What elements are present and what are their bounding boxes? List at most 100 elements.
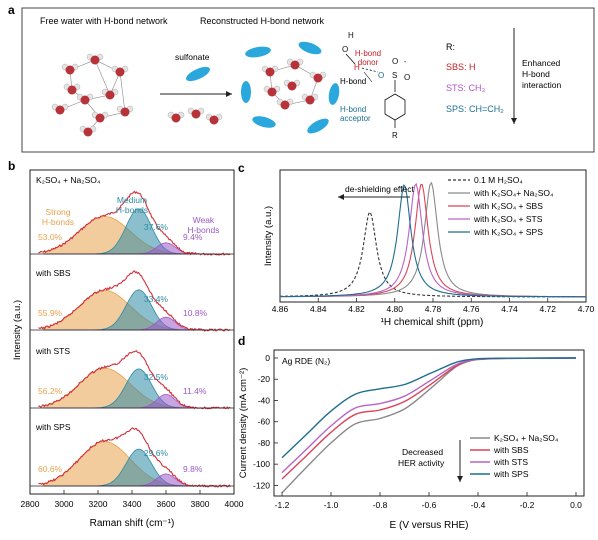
subplot-name: with SPS <box>35 422 71 432</box>
svg-text:S: S <box>392 71 397 80</box>
hbond-donor-line1: H-bond <box>355 49 381 58</box>
deshielding-label: de-shielding effect <box>345 184 414 194</box>
panel-d-label: d <box>238 334 245 348</box>
panel-c-legend: 0.1 M H₂SO₄ with K₂SO₄+ Na₂SO₄ with K₂SO₄ … <box>448 175 554 237</box>
her-curve <box>281 357 577 459</box>
sbs-label: SBS: H <box>446 62 476 72</box>
medium-percent: 29.6% <box>144 448 169 458</box>
x-tick-label: 2800 <box>21 499 40 509</box>
x-tick-label: -0.6 <box>422 500 437 510</box>
sulfonate-structure: H-bond donor H O H H-bond O S O - O R H-b… <box>340 31 410 140</box>
y-tick-label: -40 <box>258 395 271 405</box>
oxygen-atom <box>305 95 315 105</box>
reconstructed-cluster <box>241 41 340 134</box>
x-tick-label: 4.84 <box>310 304 327 314</box>
oxygen-atom <box>67 85 77 95</box>
nmr-peak-line <box>280 184 586 298</box>
x-tick-label: -1.0 <box>324 500 339 510</box>
oxygen-atom <box>280 100 290 110</box>
medium-percent: 33.4% <box>144 294 169 304</box>
weak-percent: 9.8% <box>183 464 203 474</box>
legend-label: with K₂SO₄ + SPS <box>473 227 543 237</box>
x-tick-label: 4000 <box>225 499 244 509</box>
weak-percent: 11.4% <box>183 386 207 396</box>
oxygen-atom <box>95 113 105 123</box>
oxygen-atom <box>120 107 130 117</box>
oxygen-atom <box>83 127 93 137</box>
svg-text:-: - <box>404 59 407 66</box>
panel-b-xlabel: Raman shift (cm⁻¹) <box>90 518 175 529</box>
x-tick-label: 3400 <box>123 499 142 509</box>
oxygen-atom <box>105 90 115 100</box>
raman-spectrum-line <box>38 270 231 332</box>
hbond-donor-label: H-bond donor <box>355 49 381 67</box>
enhanced-label: Enhanced H-bond interaction <box>522 58 561 90</box>
sts-label: STS: CH₃ <box>446 83 486 93</box>
x-tick-label: 3000 <box>55 499 74 509</box>
svg-text:H: H <box>348 31 354 40</box>
sps-label: SPS: CH=CH₂ <box>446 104 504 114</box>
x-tick-label: 4.80 <box>386 304 403 314</box>
weak-percent: 9.4% <box>183 232 203 242</box>
strong-hbonds-label: Strong H-bonds <box>42 207 74 227</box>
panel-c-label: c <box>238 161 245 175</box>
x-tick-label: -1.2 <box>275 500 290 510</box>
y-tick-label: 0 <box>265 353 270 363</box>
svg-text:H: H <box>354 63 360 72</box>
x-tick-label: 4.72 <box>539 304 556 314</box>
nmr-peak-line <box>280 211 586 298</box>
medium-hbonds-label-line: Medium <box>117 195 147 205</box>
panel-c-xticks: 4.86 4.84 4.82 4.80 4.78 4.76 4.74 4.72 4.70 <box>272 298 595 314</box>
svg-text:O: O <box>392 57 398 66</box>
weak-hbonds-label-line: H-bonds <box>187 225 219 235</box>
x-tick-label: 3200 <box>89 499 108 509</box>
panel-c-xlabel: ¹H chemical shift (ppm) <box>381 317 484 328</box>
subplot-name: with SBS <box>35 268 71 278</box>
oxygen-atom <box>265 67 275 77</box>
hbond-donor-line2: donor <box>358 58 379 67</box>
legend-label: with K₂SO₄ + STS <box>473 214 543 224</box>
weak-hbonds-label-line: Weak <box>193 215 215 225</box>
panel-d-yticks: 0 -20 -40 -60 -80 -100 -120 <box>253 353 278 490</box>
x-tick-label: 4.86 <box>272 304 289 314</box>
nmr-plot <box>280 181 586 298</box>
y-tick-label: -80 <box>258 438 271 448</box>
panel-b-ylabel: Intensity (a.u.) <box>12 300 23 360</box>
nmr-peak-line <box>280 181 586 298</box>
x-tick-label: 3800 <box>191 499 210 509</box>
panel-b-header: K₂SO₄ + Na₂SO₄ <box>36 175 101 185</box>
x-tick-label: 4.76 <box>463 304 480 314</box>
panel-b-label: b <box>8 159 15 173</box>
sulfonate-molecule <box>186 66 210 82</box>
strong-percent: 56.2% <box>38 386 63 396</box>
legend-label: 0.1 M H₂SO₄ <box>474 175 523 185</box>
panel-a-label: a <box>8 3 15 17</box>
oxygen-atom <box>209 115 219 125</box>
legend-label: K₂SO₄ + Na₂SO₄ <box>494 433 559 443</box>
x-tick-label: -0.2 <box>520 500 535 510</box>
oxygen-atom <box>267 87 277 97</box>
svg-text:R: R <box>392 131 398 140</box>
svg-text:O: O <box>378 71 384 80</box>
svg-text:O: O <box>342 45 348 54</box>
strong-hbonds-label-line: H-bonds <box>42 217 74 227</box>
panel-d-xticks: -1.2 -1.0 -0.8 -0.6 -0.4 -0.2 0.0 <box>275 492 582 510</box>
panel-d-xlabel: E (V versus RHE) <box>390 520 469 531</box>
sulfonate-label: sulfonate <box>175 52 210 62</box>
weak-percent: 10.8% <box>183 308 208 318</box>
oxygen-atom <box>65 65 75 75</box>
oxygen-atom <box>171 113 181 123</box>
medium-hbonds-label-line: H-bonds <box>116 205 148 215</box>
panel-b-xticks: 2800 3000 3200 3400 3600 3800 4000 <box>21 490 244 509</box>
medium-percent: 32.5% <box>144 372 169 382</box>
strong-hbonds-label-line: Strong <box>45 207 70 217</box>
panel-d-inset: Ag RDE (N₂) <box>282 356 330 366</box>
oxygen-atom <box>290 60 300 70</box>
x-tick-label: 3600 <box>157 499 176 509</box>
y-tick-label: -120 <box>253 480 270 490</box>
free-water-cluster <box>51 53 223 137</box>
her-curve <box>281 357 577 494</box>
y-tick-label: -60 <box>258 417 271 427</box>
r-header: R: <box>446 42 455 52</box>
free-water-title: Free water with H-bond network <box>40 16 168 26</box>
